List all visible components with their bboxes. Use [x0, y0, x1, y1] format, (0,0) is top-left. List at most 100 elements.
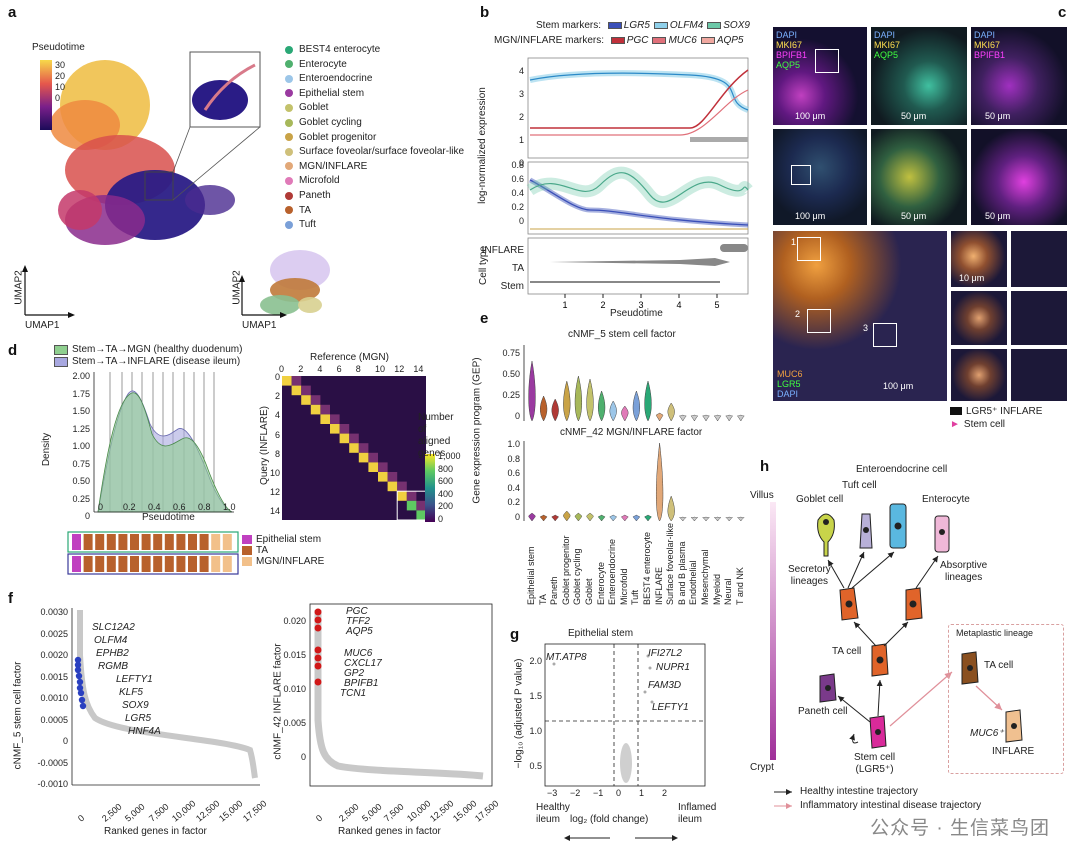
d-yticks: 2.00 1.75 1.50 1.25 1.00 0.75 0.50 0.25 0: [72, 371, 90, 521]
f-right-marker-dot: [314, 654, 322, 662]
heatmap-offdiag-cell: [349, 433, 359, 444]
legend-label: Enteroendocrine: [299, 73, 373, 85]
f-xtick: 7,500: [146, 801, 171, 824]
heatmap-offdiag-cell: [397, 481, 407, 492]
violin-bottom: [586, 512, 594, 522]
micrograph-c7: 1 2 3 MUC6 LGR5 DAPI 100 μm: [772, 230, 948, 402]
umap-cluster-side: [58, 190, 102, 230]
stem-cell: [869, 715, 887, 749]
heatmap-yticks: 0 2 4 6 8 10 12 14: [268, 372, 282, 524]
legend-swatch: [285, 176, 293, 185]
c4-scale: 100 μm: [795, 211, 826, 221]
strip-block: [118, 534, 128, 550]
strip-legend-item: TA: [242, 545, 268, 556]
violin-bottom: [725, 516, 733, 522]
g-gene-1: IFI27L2: [648, 648, 682, 659]
violin-top: [725, 414, 733, 422]
ta-track: [550, 258, 730, 266]
ranked-genes-left: [71, 608, 260, 786]
volcano-plot: [544, 643, 706, 787]
h-axis-top: Villus: [750, 490, 774, 501]
g-yticks: 2.0 1.5 1.0 0.5: [529, 656, 542, 771]
legend-item: Enteroendocrine: [285, 73, 372, 84]
cell-type-legend: BEST4 enterocyte Enterocyte Enteroendocrin…: [285, 44, 464, 234]
d-xtick-label: 0: [98, 502, 104, 512]
strip-block: [188, 556, 197, 572]
heatmap-diag-cell: [301, 395, 311, 405]
f-left-gene: RGMB: [98, 661, 128, 672]
umap-inset-blob: [192, 80, 248, 120]
strip-block: [83, 556, 93, 572]
g-xlabel: log₂ (fold change): [570, 814, 649, 825]
inflare-track: [720, 244, 748, 252]
strip-block: [222, 556, 232, 572]
e-category-label: BEST4 enterocyte: [642, 531, 652, 605]
heatmap-xtick: 10: [375, 364, 386, 374]
f-right-gene: TCN1: [340, 688, 367, 699]
d-legend-item: Stem→TA→MGN (healthy duodenum): [54, 344, 242, 355]
d-xtick-label: 0.8: [198, 502, 211, 512]
label-stem: Stem cell (LGR5⁺): [854, 752, 896, 775]
legend-swatch: [285, 147, 293, 156]
g-ylabel: −log₁₀ (adjusted P value): [513, 658, 525, 769]
violin-plots: [523, 345, 745, 522]
violin-top: [621, 405, 629, 422]
f-right-yticks: 0.020 0.015 0.010 0.005 0: [283, 616, 306, 762]
legend-label: Goblet cycling: [299, 117, 362, 128]
legend-item: Enterocyte: [285, 59, 347, 70]
legend-item: BEST4 enterocyte: [285, 44, 380, 55]
volcano-points: [620, 743, 632, 783]
panel-g: Epithelial stem MT.ATP8 IFI27L2 NUPR1 FA…: [510, 628, 716, 853]
heatmap-offdiag-cell: [368, 452, 378, 463]
f-left-marker-dot: [78, 696, 86, 704]
d-xtick-label: 0.2: [123, 502, 136, 512]
marker-legend-item: AQP5: [700, 35, 744, 46]
d-xtick-label: 1.0: [223, 502, 236, 512]
g-xticks: −3 −2 −1 0 1 2: [545, 788, 705, 800]
panel-letter-e: e: [480, 310, 489, 327]
legend-label: Paneth: [299, 190, 331, 201]
heatmap-offdiag-cell: [378, 462, 388, 472]
b-xtick-label: 3: [638, 300, 643, 310]
f-left-marker-dot: [77, 689, 85, 697]
f-left-gene: EPHB2: [96, 648, 129, 659]
g-gene-left: MT.ATP8: [546, 652, 587, 663]
e-ylabel: Gene expression program (GEP): [471, 357, 483, 504]
panel-letter-c: c: [1058, 4, 1067, 21]
violin-top: [597, 390, 606, 422]
strip-block: [199, 534, 209, 550]
h-axis-bottom: Crypt: [750, 762, 774, 773]
strip-block: [72, 534, 81, 550]
heatmap-xtick: 0: [279, 364, 285, 374]
f-left-marker-dot: [74, 656, 82, 664]
f-right-xticks: 0 2,500 5,000 7,500 10,000 12,500 15,000 17,500: [310, 792, 501, 824]
f-left-ylabel: cNMF_5 stem cell factor: [12, 661, 24, 770]
f-right-gene-labels: PGC TFF2 AQP5 MUC6 CXCL17 GP2 BPIFB1 TCN1: [326, 606, 446, 706]
strip-block: [106, 534, 116, 550]
violin-top: [667, 402, 675, 422]
f-xtick: 5,000: [359, 801, 384, 824]
violin-top: [586, 378, 594, 422]
legend-swatch: [285, 206, 293, 215]
f-left-gene: LEFTY1: [116, 674, 153, 685]
watermark: 公众号 · 生信菜鸟团: [870, 818, 1050, 839]
b-ylabel: log-normalized expression: [476, 87, 488, 204]
umap-plot: [22, 51, 330, 318]
c2-scale: 50 μm: [901, 111, 927, 121]
c6-scale: 50 μm: [985, 211, 1011, 221]
legend-swatch: [285, 89, 293, 98]
f-xtick: 10,000: [405, 798, 433, 824]
stem-marker-legend: Stem markers: LGR5 OLFM4 SOX9: [536, 20, 750, 31]
label-enterocyte: Enterocyte: [922, 494, 970, 505]
legend-swatch: [285, 103, 293, 112]
label-secretory: Secretory lineages: [788, 564, 831, 587]
violin-top: [563, 380, 571, 422]
pseudotime-colorbar: [40, 60, 52, 130]
micrograph-c3: DAPI MKI67 BPIFB1 50 μm: [970, 26, 1068, 126]
right-rank-curve: [314, 610, 484, 780]
f-right-gene: MUC6: [344, 648, 373, 659]
panel-e: cNMF_5 stem cell factor cNMF_42 MGN/INFL…: [472, 325, 760, 615]
panel-letter-h: h: [760, 458, 770, 475]
heatmap-title: Reference (MGN): [310, 352, 389, 363]
f-right-marker-dot: [314, 616, 322, 624]
